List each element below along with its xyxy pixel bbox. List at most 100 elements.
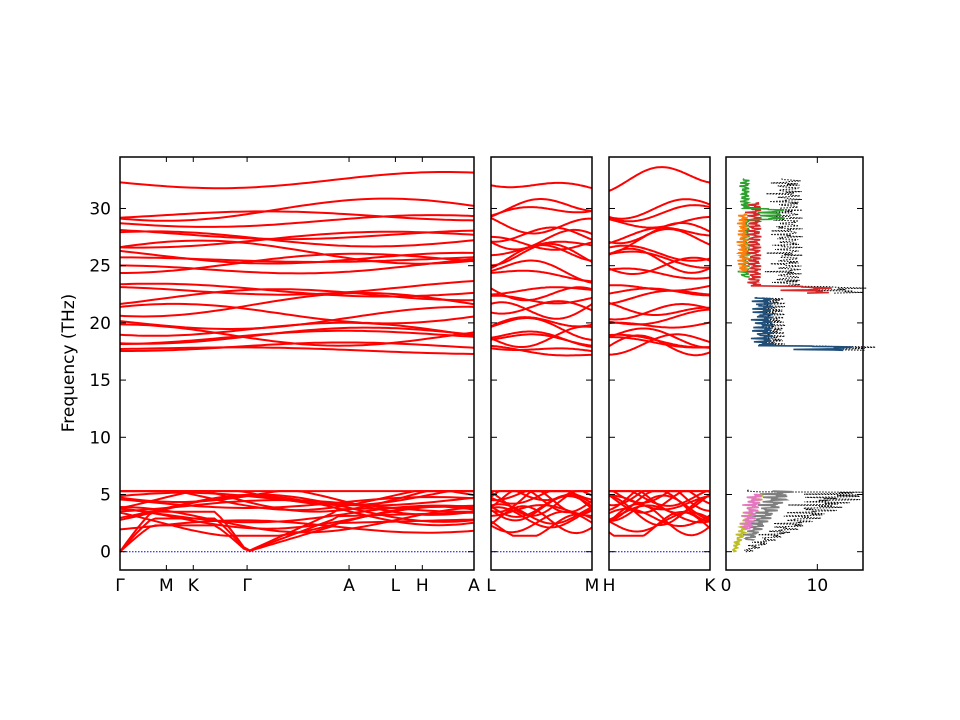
y-tick-label: 5 [100, 485, 111, 505]
band-line [608, 256, 711, 275]
band-panel-main: Γ M K Γ A L H A 0 5 10 15 20 25 30 [89, 156, 480, 596]
band-line [490, 300, 593, 315]
band-line [119, 214, 475, 228]
x-tick-label: K [704, 576, 716, 596]
band-line [608, 303, 711, 321]
band-line [608, 215, 711, 229]
band-line [119, 230, 475, 248]
band-line [490, 259, 593, 284]
acoustic-band-line [120, 490, 474, 512]
band-line [119, 288, 475, 305]
acoustic-band-line [119, 504, 475, 524]
dos-projected-line [743, 202, 832, 294]
y-tick-label: 10 [89, 428, 111, 448]
band-line [120, 252, 475, 274]
acoustic-band-line [119, 506, 475, 534]
dos-total-optical-high [764, 178, 867, 294]
band-line [608, 284, 711, 292]
x-tick-label: M [585, 576, 600, 596]
band-line [608, 204, 711, 223]
band-line [119, 280, 475, 296]
band-line [490, 181, 593, 190]
dos-total-acoustic [744, 489, 863, 553]
y-axis-label: Frequency (THz) [59, 294, 79, 433]
panel-frame [490, 156, 593, 571]
band-line [608, 250, 711, 269]
band-line [490, 325, 593, 348]
band-line [119, 305, 475, 330]
dos-projected-line [735, 213, 751, 273]
band-line [119, 230, 475, 249]
band-line [490, 347, 593, 353]
y-tick-label: 0 [100, 543, 111, 563]
band-line [609, 333, 711, 356]
band-line [490, 330, 593, 348]
band-line [490, 301, 593, 320]
panel-frame [725, 156, 864, 571]
y-tick-label: 30 [89, 199, 111, 219]
band-line [608, 267, 711, 280]
band-line [490, 228, 593, 251]
acoustic-band-line [608, 507, 711, 527]
band-line [119, 346, 475, 355]
band-line [608, 244, 711, 262]
x-tick-label: Γ [242, 576, 252, 596]
acoustic-band-line [119, 519, 475, 534]
panel-frame [119, 156, 475, 571]
band-line [608, 166, 711, 192]
band-line [608, 198, 711, 220]
dos-projected-line [742, 490, 795, 541]
band-line [119, 326, 475, 345]
band-line [490, 198, 593, 218]
x-tick-label: H [603, 576, 616, 596]
band-line [608, 289, 711, 305]
band-line [608, 301, 711, 316]
x-tick-label: Γ [115, 576, 125, 596]
acoustic-band-line [608, 511, 711, 537]
band-line [119, 249, 474, 265]
x-tick-label: L [486, 576, 496, 596]
band-line [119, 229, 475, 241]
dos-projected-line [750, 296, 853, 352]
dos-x-tick-label: 10 [807, 576, 829, 596]
band-line [490, 344, 593, 357]
band-line [608, 228, 711, 255]
band-line [608, 247, 711, 274]
acoustic-band-line [491, 490, 592, 502]
x-tick-label: K [188, 576, 200, 596]
band-line [609, 333, 711, 349]
band-line [119, 197, 475, 222]
acoustic-band-line [119, 505, 475, 530]
y-tick-label: 20 [89, 314, 111, 334]
band-line [490, 226, 593, 243]
x-tick-label: M [159, 576, 174, 596]
band-line [119, 210, 475, 222]
acoustic-band-line [608, 490, 711, 514]
y-tick-label: 25 [89, 257, 111, 277]
acoustic-band-line [609, 494, 711, 522]
band-line [490, 217, 593, 235]
acoustic-band-line [608, 490, 711, 507]
band-line [490, 240, 593, 257]
band-line [608, 327, 711, 349]
acoustic-band-line [119, 494, 475, 527]
x-tick-label: A [468, 576, 480, 596]
x-tick-label: A [343, 576, 355, 596]
band-line [119, 239, 475, 265]
band-line [490, 317, 593, 341]
acoustic-band-line [119, 490, 475, 516]
acoustic-band-line [490, 495, 593, 522]
band-line [119, 282, 475, 298]
acoustic-band-line [608, 495, 711, 527]
panel-frame [608, 156, 711, 571]
band-line [490, 206, 593, 217]
x-tick-label: H [416, 576, 429, 596]
dos-x-tick-label: 0 [721, 576, 732, 596]
dos-panel: 0 10 [721, 156, 876, 596]
band-line [490, 286, 593, 302]
dos-projected-line [739, 493, 763, 530]
band-line [608, 308, 711, 326]
band-line [120, 258, 475, 275]
